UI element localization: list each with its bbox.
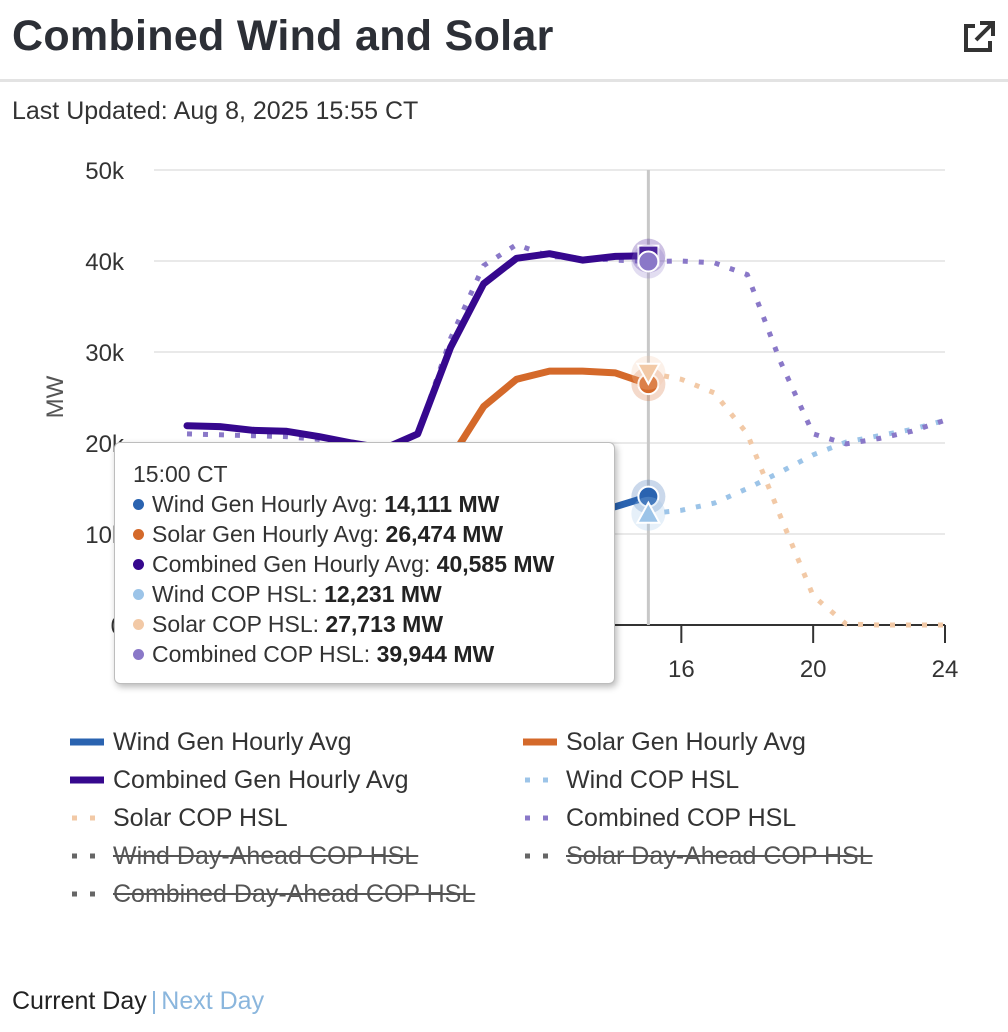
y-tick-label: 40k — [85, 249, 125, 276]
tooltip-row: Wind COP HSL: 12,231 MW — [133, 581, 442, 608]
legend-symbol — [525, 853, 557, 859]
legend-label: Solar Gen Hourly Avg — [566, 728, 806, 756]
external-link-icon[interactable] — [958, 18, 998, 58]
header: Combined Wind and Solar — [0, 0, 1008, 82]
legend-symbol — [70, 738, 104, 746]
next-day-link[interactable]: Next Day — [161, 987, 265, 1015]
series-line-wind-cop-hsl — [648, 417, 946, 517]
tooltip-label: Wind COP HSL: — [152, 581, 325, 607]
tooltip-series-dot — [133, 529, 144, 540]
legend-label: Combined COP HSL — [566, 804, 797, 832]
last-updated-label: Last Updated: — [12, 97, 168, 125]
tooltip-series-dot — [133, 589, 144, 600]
legend-symbol — [72, 815, 104, 821]
legend-label: Solar Day-Ahead COP HSL — [566, 842, 873, 870]
tooltip-series-dot — [133, 619, 144, 630]
legend-label: Combined Day-Ahead COP HSL — [113, 880, 476, 908]
hover-marker — [637, 250, 660, 273]
page-title: Combined Wind and Solar — [12, 12, 554, 60]
tooltip-value: 26,474 MW — [385, 521, 504, 547]
tooltip-label: Combined COP HSL: — [152, 641, 377, 667]
y-axis-label: MW — [42, 375, 69, 418]
legend-symbol — [72, 891, 104, 897]
legend-symbol — [523, 738, 557, 746]
last-updated: Last Updated: Aug 8, 2025 15:55 CT — [12, 97, 418, 126]
tooltip-label: Solar Gen Hourly Avg: — [152, 521, 386, 547]
x-tick-label: 20 — [800, 656, 827, 683]
y-tick-label: 50k — [85, 158, 125, 185]
tooltip-value: 27,713 MW — [325, 611, 444, 637]
legend-symbol — [70, 776, 104, 784]
tooltip-row: Combined Gen Hourly Avg: 40,585 MW — [133, 551, 554, 578]
x-tick-label: 24 — [932, 656, 959, 683]
tooltip-label: Wind Gen Hourly Avg: — [152, 491, 385, 517]
hover-marker — [635, 362, 662, 386]
series-line-combined-cop-hsl — [186, 242, 946, 452]
current-day-label: Current Day — [12, 987, 147, 1015]
tooltip-row: Combined COP HSL: 39,944 MW — [133, 641, 494, 668]
legend-label: Wind Gen Hourly Avg — [113, 728, 352, 756]
tooltip-series-dot — [133, 649, 144, 660]
tooltip-title: 15:00 CT — [133, 461, 228, 487]
tooltip-value: 39,944 MW — [376, 641, 495, 667]
day-separator: | — [150, 987, 158, 1015]
tooltip-series-dot — [133, 559, 144, 570]
legend-label: Wind Day-Ahead COP HSL — [113, 842, 419, 870]
series-line-combined-gen-hourly-avg — [183, 250, 652, 452]
legend-symbol — [525, 777, 557, 783]
tooltip-label: Combined Gen Hourly Avg: — [152, 551, 437, 577]
chart-tooltip: 15:00 CT Wind Gen Hourly Avg: 14,111 MW S… — [114, 442, 615, 684]
legend-symbol — [72, 853, 104, 859]
tooltip-value: 12,231 MW — [324, 581, 442, 607]
y-tick-label: 30k — [85, 340, 125, 367]
legend-label: Solar COP HSL — [113, 804, 288, 832]
tooltip-row: Wind Gen Hourly Avg: 14,111 MW — [133, 491, 499, 518]
hover-marker — [635, 500, 662, 524]
legend-symbol — [525, 815, 557, 821]
tooltip-value: 40,585 MW — [436, 551, 555, 577]
tooltip-row: Solar Gen Hourly Avg: 26,474 MW — [133, 521, 503, 548]
x-tick-label: 16 — [668, 656, 695, 683]
series-line-solar-gen-hourly-avg — [457, 367, 652, 447]
tooltip-row: Solar COP HSL: 27,713 MW — [133, 611, 443, 638]
tooltip-value: 14,111 MW — [384, 491, 500, 517]
last-updated-value: Aug 8, 2025 15:55 CT — [173, 97, 419, 125]
series-line-solar-cop-hsl — [647, 370, 945, 628]
legend-label: Wind COP HSL — [566, 766, 740, 794]
day-switcher: Current Day | Next Day — [12, 987, 264, 1016]
tooltip-series-dot — [133, 499, 144, 510]
legend-label: Combined Gen Hourly Avg — [113, 766, 409, 794]
tooltip-label: Solar COP HSL: — [152, 611, 326, 637]
